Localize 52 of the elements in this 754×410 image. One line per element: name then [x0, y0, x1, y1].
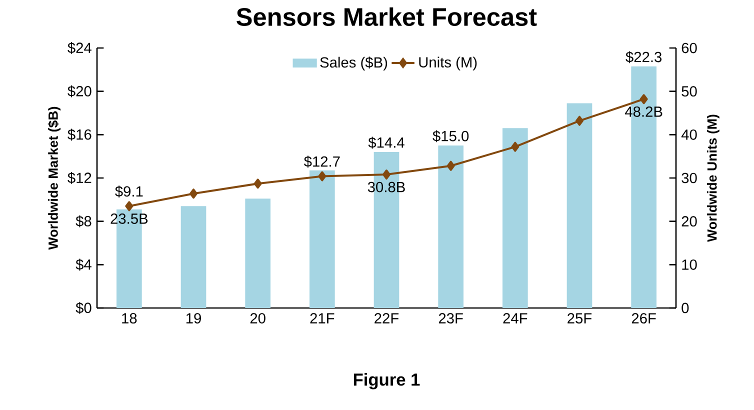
data-label: 48.2B — [625, 106, 662, 117]
bar — [310, 170, 335, 308]
legend-label: Sales ($B) — [320, 56, 388, 70]
y2-tick-label: 20 — [682, 216, 697, 227]
y-tick-label: $24 — [68, 42, 92, 54]
point — [254, 178, 262, 189]
bar — [180, 206, 206, 308]
x-tick-label: 18 — [122, 313, 137, 324]
y2-tick-label: 50 — [682, 86, 697, 97]
point — [640, 94, 648, 104]
y2-tick-label: 60 — [682, 42, 697, 54]
point — [446, 160, 455, 171]
data-label: $15.0 — [432, 130, 469, 142]
data-label: $9.1 — [115, 186, 143, 198]
legend-label: Units (M) — [419, 56, 477, 70]
data-label: $22.3 — [626, 51, 662, 64]
x-tick-label: 22F — [374, 313, 399, 324]
data-label: 23.5B — [110, 214, 148, 224]
x-tick-label: 23F — [438, 313, 463, 324]
y2-axis-title: Worldwide Units (M) — [706, 114, 720, 242]
x-tick-label: 20 — [250, 313, 266, 324]
point — [190, 188, 198, 199]
point — [125, 201, 134, 212]
data-label: $12.7 — [304, 156, 340, 168]
y-tick-label: $4 — [76, 258, 92, 271]
point — [511, 142, 520, 152]
caption: Figure 1 — [354, 373, 420, 390]
y-tick-label: $0 — [76, 302, 92, 314]
bar — [438, 145, 464, 308]
point — [382, 170, 390, 180]
x-tick-label: 24F — [503, 313, 528, 324]
y-tick-label: $20 — [68, 85, 92, 98]
data-label: $14.4 — [368, 136, 404, 149]
point — [318, 171, 326, 182]
y-axis-title: Worldwide Market ($B) — [48, 106, 61, 250]
point — [576, 116, 584, 126]
y-tick-label: $16 — [68, 128, 92, 141]
y2-tick-label: 10 — [682, 259, 697, 270]
x-tick-label: 26F — [632, 313, 656, 324]
chart-title: Sensors Market Forecast — [236, 7, 537, 26]
x-tick-label: 25F — [568, 313, 592, 324]
data-label: 30.8B — [368, 182, 405, 192]
y-tick-label: $12 — [68, 172, 92, 184]
bar — [502, 128, 528, 308]
y-tick-label: $8 — [76, 215, 92, 228]
bar — [566, 103, 592, 308]
bar — [245, 198, 270, 308]
x-tick-label: 19 — [186, 313, 201, 324]
x-tick-label: 21F — [310, 313, 334, 324]
y2-tick-label: 0 — [682, 302, 689, 314]
y2-tick-label: 40 — [681, 129, 697, 140]
y2-tick-label: 30 — [682, 172, 697, 184]
